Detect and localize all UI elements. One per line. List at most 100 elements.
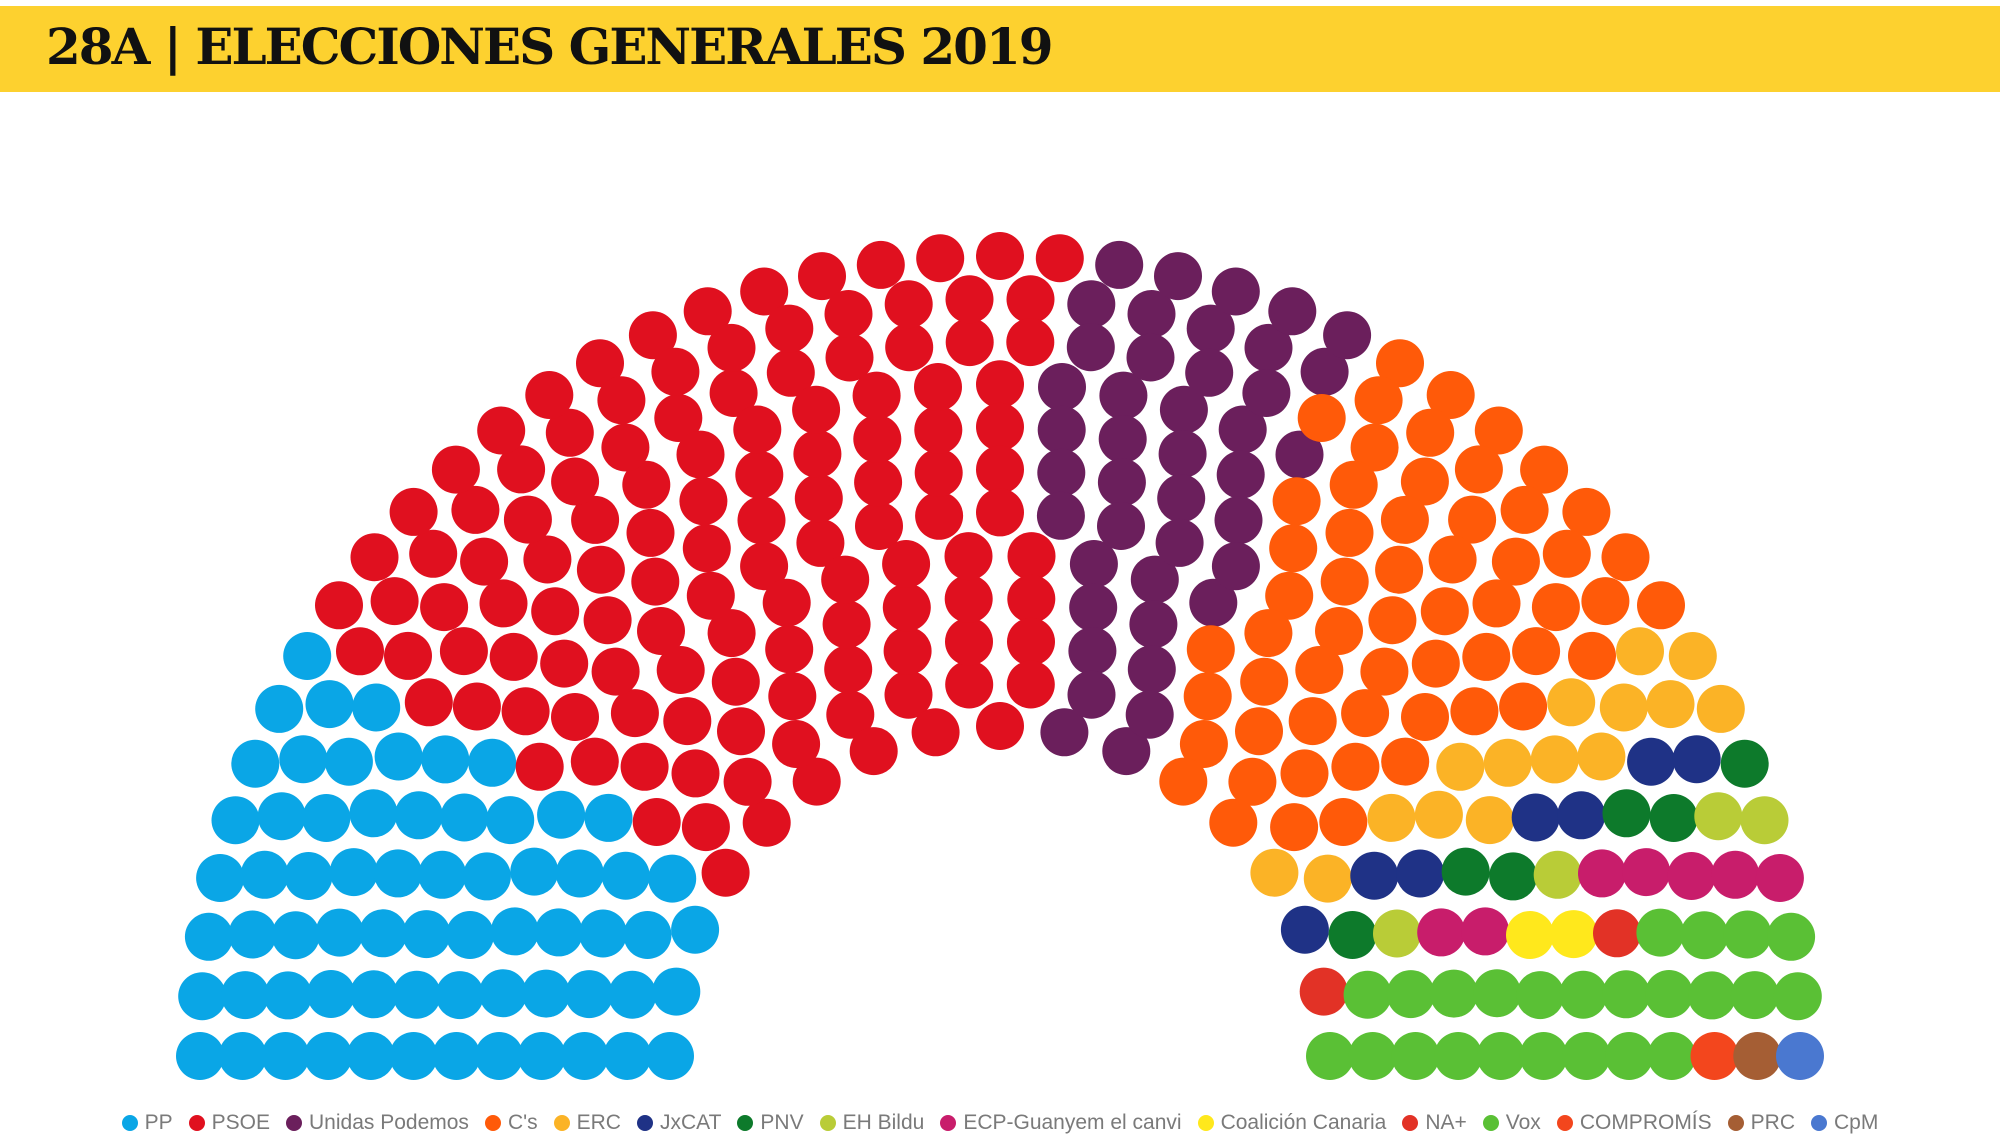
seat-psoe bbox=[439, 627, 488, 676]
seat-pnv bbox=[1649, 794, 1698, 842]
seat-c-s bbox=[1491, 537, 1540, 586]
seat-psoe bbox=[628, 311, 677, 360]
seat-psoe bbox=[583, 596, 632, 645]
legend-item: CpM bbox=[1811, 1111, 1878, 1135]
seat-psoe bbox=[681, 803, 730, 852]
seat-c-s bbox=[1297, 394, 1346, 442]
seat-pp bbox=[603, 1032, 652, 1080]
seat-unidas-podemos bbox=[1069, 583, 1118, 632]
seat-psoe bbox=[853, 415, 902, 463]
seat-psoe bbox=[915, 491, 964, 540]
seat-pp bbox=[584, 793, 633, 842]
legend-label: PSOE bbox=[211, 1111, 271, 1134]
seat-erc bbox=[1414, 790, 1463, 839]
seat-psoe bbox=[944, 574, 993, 623]
seat-unidas-podemos bbox=[1127, 645, 1176, 694]
seat-psoe bbox=[742, 798, 791, 847]
seat-c-s bbox=[1186, 625, 1235, 674]
seat-c-s bbox=[1380, 495, 1429, 544]
seat-pp bbox=[218, 1032, 267, 1080]
seat-psoe bbox=[772, 720, 821, 768]
seat-pp bbox=[560, 1032, 609, 1080]
legend-label: C's bbox=[507, 1111, 538, 1134]
seat-eh-bildu bbox=[1694, 792, 1743, 841]
seat-unidas-podemos bbox=[1038, 363, 1086, 411]
seat-psoe bbox=[679, 477, 728, 526]
seat-psoe bbox=[976, 445, 1024, 494]
seat-erc bbox=[1303, 854, 1352, 903]
seat-pp bbox=[346, 1032, 395, 1080]
seat-pnv bbox=[1328, 911, 1377, 959]
seat-c-s bbox=[1319, 798, 1368, 846]
seat-erc bbox=[1483, 738, 1532, 787]
seat-vox bbox=[1647, 1032, 1696, 1080]
legend-dot-icon bbox=[553, 1115, 570, 1131]
seat-psoe bbox=[792, 385, 841, 434]
seat-psoe bbox=[389, 487, 438, 536]
seat-unidas-podemos bbox=[1037, 405, 1086, 454]
seat-psoe bbox=[849, 727, 898, 776]
seat-erc bbox=[1547, 678, 1596, 727]
seat-c-s bbox=[1325, 508, 1374, 557]
seat-psoe bbox=[883, 627, 932, 675]
seat-psoe bbox=[740, 542, 789, 591]
seat-unidas-podemos bbox=[1157, 474, 1206, 523]
seat-c-s bbox=[1315, 607, 1363, 655]
seat-unidas-podemos bbox=[1130, 555, 1179, 604]
seat-psoe bbox=[663, 697, 712, 746]
seat-psoe bbox=[1006, 318, 1055, 367]
seat-psoe bbox=[525, 371, 574, 419]
seat-vox bbox=[1306, 1032, 1354, 1080]
seat-ecp-guanyem-el-canvi bbox=[1578, 849, 1626, 898]
seat-psoe bbox=[707, 323, 756, 372]
legend-label: Unidas Podemos bbox=[309, 1111, 469, 1134]
seat-psoe bbox=[944, 532, 993, 581]
seat-unidas-podemos bbox=[1300, 347, 1349, 396]
seat-pp bbox=[462, 852, 511, 901]
seat-c-s bbox=[1637, 581, 1685, 630]
seat-pp bbox=[324, 737, 373, 786]
seat-psoe bbox=[545, 408, 594, 457]
seat-psoe bbox=[914, 448, 963, 497]
seat-pnv bbox=[1489, 852, 1538, 901]
seat-psoe bbox=[370, 577, 419, 626]
legend-item: JxCAT bbox=[636, 1111, 721, 1135]
seat-pp bbox=[623, 911, 672, 959]
seat-c-s bbox=[1280, 749, 1329, 798]
seat-psoe bbox=[350, 533, 399, 582]
seat-psoe bbox=[676, 430, 725, 479]
seat-pp bbox=[315, 908, 364, 957]
seat-unidas-podemos bbox=[1268, 287, 1317, 336]
seat-eh-bildu bbox=[1740, 796, 1789, 845]
seat-psoe bbox=[570, 737, 619, 786]
seat-psoe bbox=[1007, 532, 1056, 581]
seat-psoe bbox=[822, 600, 871, 649]
seat-vox bbox=[1723, 910, 1772, 959]
seat-c-s bbox=[1368, 596, 1417, 645]
seat-psoe bbox=[497, 445, 546, 494]
seat-ecp-guanyem-el-canvi bbox=[1667, 852, 1716, 900]
seat-unidas-podemos bbox=[1159, 385, 1208, 434]
seat-psoe bbox=[315, 581, 363, 630]
seat-jxcat bbox=[1396, 849, 1445, 898]
seat-unidas-podemos bbox=[1244, 323, 1293, 372]
seat-unidas-podemos bbox=[1186, 304, 1235, 353]
seat-na bbox=[1593, 909, 1641, 958]
seat-c-s bbox=[1159, 757, 1208, 806]
seat-vox bbox=[1559, 970, 1608, 1019]
seat-psoe bbox=[792, 757, 841, 806]
seat-psoe bbox=[460, 537, 509, 586]
seat-psoe bbox=[884, 670, 933, 719]
seat-unidas-podemos bbox=[1214, 496, 1263, 545]
seat-erc bbox=[1646, 680, 1695, 729]
seat-vox bbox=[1516, 971, 1565, 1020]
seat-pp bbox=[284, 852, 333, 900]
seat-psoe bbox=[682, 524, 731, 573]
seat-psoe bbox=[824, 645, 873, 694]
seat-vox bbox=[1773, 972, 1822, 1021]
seat-c-s bbox=[1500, 485, 1549, 534]
seat-unidas-podemos bbox=[1067, 670, 1116, 719]
seat-c-s bbox=[1520, 445, 1569, 494]
legend-label: PNV bbox=[760, 1111, 804, 1134]
legend-item: ERC bbox=[553, 1111, 621, 1135]
